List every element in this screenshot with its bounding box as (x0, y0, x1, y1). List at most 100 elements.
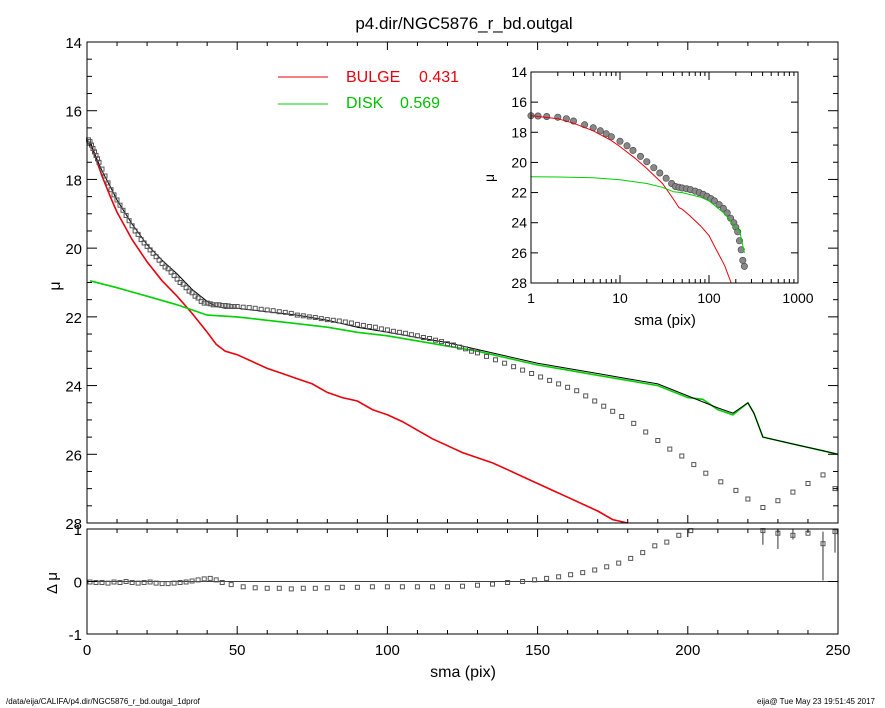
main-data-point (132, 228, 138, 234)
main-data-point (384, 327, 390, 333)
main-data-point (216, 302, 222, 308)
main-y-tick-label: 14 (65, 35, 82, 52)
main-data-point (414, 333, 420, 339)
inset-x-tick-label: 10 (612, 290, 628, 306)
residual-data-point (640, 550, 646, 556)
inset-data-point (596, 127, 604, 135)
main-data-point (733, 487, 739, 493)
main-data-point (445, 341, 450, 347)
residual-data-point (153, 580, 159, 586)
inset-y-tick-label: 18 (511, 124, 527, 140)
main-data-point (592, 398, 598, 404)
inset-y-tick-label: 20 (511, 154, 527, 170)
main-data-point (805, 481, 811, 486)
main-data-point (643, 429, 649, 435)
main-data-point (222, 303, 228, 308)
main-panel: 14 16 18 20 22 24 26 28 μ BULGE 0.431 DISK 0.56… (47, 35, 839, 533)
residual-y-tick-label: -1 (69, 627, 82, 644)
main-data-point (219, 303, 225, 308)
inset-data-point (616, 137, 624, 145)
main-data-point (165, 266, 171, 272)
residual-data-point (505, 580, 511, 585)
inset-x-tick-label: 100 (697, 290, 721, 306)
residual-y-axis: -1 0 1 (69, 522, 838, 644)
main-data-point (427, 336, 432, 341)
residual-data-point (183, 579, 189, 585)
inset-y-axis-label: μ (481, 174, 497, 182)
residual-data-point (556, 574, 562, 580)
main-data-point (511, 364, 517, 370)
residual-data-point (520, 579, 526, 584)
residual-data-point (652, 543, 658, 549)
main-data-point (234, 304, 240, 309)
residual-data-point (414, 584, 420, 590)
main-data-point (372, 324, 378, 330)
main-data-point (469, 348, 474, 354)
residual-data-point (664, 539, 670, 545)
main-data-point (330, 317, 336, 323)
inset-data-point (719, 204, 727, 212)
residual-data-point (568, 572, 574, 578)
main-data-point (228, 304, 234, 309)
main-data-point (102, 173, 108, 179)
main-data-point (153, 254, 159, 260)
x-tick-label: 100 (375, 642, 400, 659)
main-data-point (402, 330, 408, 336)
residual-y-axis-label: Δ μ (44, 572, 61, 594)
main-data-point (790, 489, 796, 495)
residual-data-point (288, 586, 294, 592)
main-data-point (195, 295, 201, 301)
x-tick-label: 50 (229, 642, 246, 659)
main-data-point (463, 346, 468, 352)
main-data-point (312, 315, 318, 320)
main-data-point (159, 261, 165, 267)
main-data-point (270, 308, 276, 314)
residual-data-point (430, 584, 435, 590)
legend-disk-value: 0.569 (400, 95, 440, 112)
residual-data-point (195, 577, 201, 583)
residual-data-point (93, 580, 99, 585)
residual-data-point (604, 564, 610, 570)
main-data-point (252, 305, 258, 311)
inset-data-point (739, 256, 747, 264)
main-data-point (147, 247, 153, 253)
main-y-tick-label: 22 (65, 310, 82, 327)
residual-data-point (213, 577, 219, 583)
footer-timestamp: eija@ Tue May 23 19:51:45 2017 (757, 697, 875, 706)
residual-data-point (490, 581, 495, 587)
main-data-point (457, 344, 462, 350)
main-data-point (156, 257, 162, 263)
residual-data-point (324, 585, 330, 591)
inset-data-point (602, 130, 610, 138)
residual-data-point (676, 532, 682, 538)
main-data-point (288, 310, 294, 316)
main-data-point (180, 281, 186, 287)
residual-data-point (117, 580, 123, 585)
residual-data-point (592, 567, 598, 573)
main-data-point (420, 335, 426, 340)
inset-y-tick-label: 22 (511, 185, 527, 201)
main-data-point (105, 180, 111, 186)
legend-bulge-value: 0.431 (419, 69, 459, 86)
residual-data-point (171, 580, 177, 586)
main-data-point (225, 303, 231, 309)
main-data-point (396, 329, 402, 335)
inset-y-tick-label: 14 (511, 64, 527, 80)
main-data-point (294, 312, 300, 318)
x-tick-label: 0 (83, 642, 91, 659)
main-y-tick-label: 24 (65, 379, 82, 396)
x-axis-label: sma (pix) (430, 664, 496, 681)
main-data-point (655, 438, 661, 443)
residual-data-point (532, 577, 538, 583)
residual-data-point (445, 584, 450, 590)
residual-data-point (129, 580, 135, 585)
footer-file-path: /data/eija/CALIFA/p4.dir/NGC5876_r_bd.ou… (6, 697, 200, 706)
inset-data-point (623, 142, 631, 150)
main-data-point (123, 213, 129, 218)
main-data-point (745, 496, 751, 502)
main-data-point (138, 237, 144, 243)
residual-data-point (123, 579, 129, 584)
main-data-point (168, 269, 174, 275)
main-data-point (300, 313, 306, 319)
main-data-point (99, 166, 105, 172)
